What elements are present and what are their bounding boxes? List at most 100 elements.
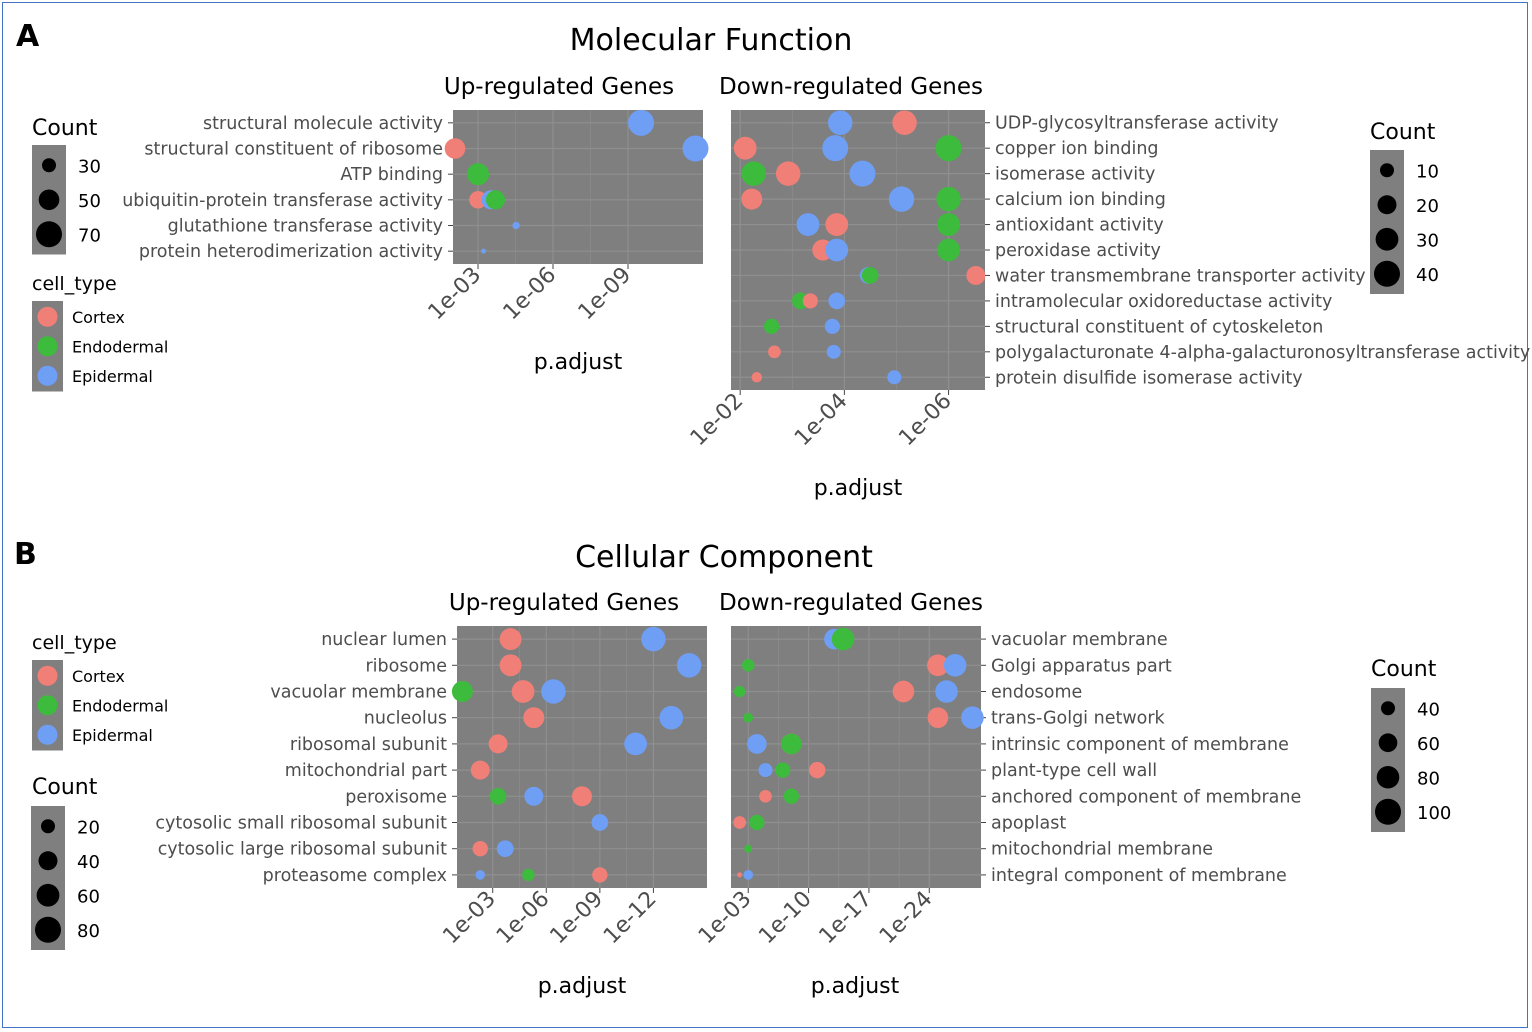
p0-c1-term-label-water-transmembrane-transporter-activity: water transmembrane transporter activity: [995, 266, 1366, 286]
panel-b-title: Cellular Component: [575, 540, 873, 575]
p0-c0-point-ubiquitin-protein-transferase-activity-cortex: [469, 191, 487, 209]
panel-b-down-xlabel: p.adjust: [811, 974, 900, 999]
p0-c1-point-copper-ion-binding-epidermal: [822, 135, 849, 162]
p1-c1-point-trans-golgi-network-cortex: [927, 707, 949, 729]
p0-c1-point-structural-constituent-of-cytoskeleton-endodermal: [763, 318, 780, 334]
panel-b-count-legend-title: Count: [32, 775, 98, 800]
plot-layer: structural molecule activity structural c…: [31, 109, 1530, 950]
p0-c1-term-label-isomerase-activity: isomerase activity: [995, 165, 1155, 185]
p0-c0-plot-area: [453, 110, 703, 264]
p1-c1-point-plant-type-cell-wall-epidermal: [758, 763, 773, 778]
p1-c0-term-label-nuclear-lumen: nuclear lumen: [321, 630, 447, 650]
p1-c1-term-label-golgi-apparatus-part: Golgi apparatus part: [991, 656, 1172, 676]
p1-c0-point-nuclear-lumen-epidermal: [641, 626, 666, 652]
p1-c0-point-ribosome-cortex: [499, 654, 522, 677]
p1-c0-term-label-ribosome: ribosome: [365, 656, 447, 676]
panel-a-letter: A: [16, 19, 40, 54]
p0-c1-xtick-label: 1e-04: [790, 389, 853, 452]
p1-c1-term-label-mitochondrial-membrane: mitochondrial membrane: [991, 840, 1213, 860]
p0-c0-term-label-ubiquitin-protein-transferase-activity: ubiquitin-protein transferase activity: [122, 191, 443, 211]
p1-count_left-legend-label-40: 40: [77, 852, 100, 873]
panel-a-down-xlabel: p.adjust: [814, 476, 903, 501]
p1-count_right-legend-label-80: 80: [1417, 768, 1440, 789]
p0-count_right-legend-dot-10: [1380, 163, 1394, 178]
p0-c1-term-label-intramolecular-oxidoreductase-activity: intramolecular oxidoreductase activity: [995, 292, 1332, 312]
p1-c0-point-nucleolus-cortex: [523, 707, 545, 729]
p1-count_left-legend-dot-60: [36, 883, 60, 907]
p1-c0-point-vacuolar-membrane-cortex: [511, 680, 535, 703]
p1-celltype-legend-dot-cortex: [37, 665, 58, 686]
p1-count_right-legend-label-40: 40: [1417, 699, 1440, 720]
panel-a-title: Molecular Function: [570, 23, 853, 58]
p0-c1-point-polygalacturonate-4-alpha-galacturonosyltransferase-activity-cortex: [768, 345, 781, 359]
p1-c1-point-endosome-cortex: [892, 680, 915, 703]
panel-b-letter: B: [14, 537, 37, 572]
p0-count_right-legend-dot-40: [1374, 260, 1400, 287]
p0-c1-point-calcium-ion-binding-cortex: [741, 188, 763, 210]
p0-c1-term-label-calcium-ion-binding: calcium ion binding: [995, 190, 1166, 210]
p0-c1-point-intramolecular-oxidoreductase-activity-epidermal: [828, 292, 846, 310]
p1-c0-point-nuclear-lumen-cortex: [499, 628, 522, 651]
p1-count_left-legend-label-60: 60: [77, 886, 100, 907]
p1-c0-xtick-label: 1e-09: [546, 887, 609, 950]
p0-count_right-legend-label-30: 30: [1416, 230, 1439, 251]
p1-c1-point-trans-golgi-network-endodermal: [743, 712, 754, 723]
p0-count_right-legend-label-40: 40: [1416, 265, 1439, 286]
p1-c0-xtick-label: 1e-12: [599, 887, 662, 950]
p1-c0-point-cytosolic-large-ribosomal-subunit-epidermal: [496, 840, 514, 858]
p0-c1-point-calcium-ion-binding-epidermal: [888, 186, 915, 212]
p1-c1-term-label-vacuolar-membrane: vacuolar membrane: [991, 630, 1168, 650]
p0-c1-term-label-udp-glycosyltransferase-activity: UDP-glycosyltransferase activity: [995, 114, 1279, 134]
p1-c0-point-proteasome-complex-cortex: [592, 867, 608, 883]
p0-c0-term-label-atp-binding: ATP binding: [340, 165, 443, 185]
panel-a-up-xlabel: p.adjust: [534, 350, 623, 375]
p1-c1-point-apoplast-cortex: [733, 816, 746, 829]
p1-c1-point-golgi-apparatus-part-cortex: [927, 654, 949, 677]
p0-c0-xtick-label: 1e-06: [499, 263, 562, 326]
p1-c1-term-label-intrinsic-component-of-membrane: intrinsic component of membrane: [991, 735, 1289, 755]
p0-c1-term-label-polygalacturonate-4-alpha-galacturonosyltransferase-activity: polygalacturonate 4-alpha-galacturonosyl…: [995, 343, 1530, 363]
panel-b-up-title: Up-regulated Genes: [449, 590, 679, 616]
p0-celltype-legend-dot-endodermal: [37, 336, 58, 357]
p0-c0-point-structural-constituent-of-ribosome-cortex: [444, 138, 466, 159]
p1-c1-xtick-label: 1e-10: [754, 887, 817, 950]
p1-c0-point-proteasome-complex-endodermal: [522, 868, 535, 882]
p0-c0-term-label-structural-molecule-activity: structural molecule activity: [203, 114, 443, 134]
p1-c1-point-endosome-epidermal: [935, 680, 958, 703]
p0-c0-term-label-glutathione-transferase-activity: glutathione transferase activity: [168, 217, 443, 237]
p0-c1-term-label-peroxidase-activity: peroxidase activity: [995, 241, 1161, 261]
panel-a-count-right-legend-title: Count: [1370, 120, 1436, 145]
p1-count_left-legend-label-80: 80: [77, 921, 100, 942]
p0-c1-point-antioxidant-activity-cortex: [825, 213, 849, 236]
p0-c1-point-peroxidase-activity-epidermal: [825, 238, 849, 262]
p1-c1-term-label-anchored-component-of-membrane: anchored component of membrane: [991, 787, 1301, 807]
p0-c1-point-peroxidase-activity-endodermal: [937, 238, 960, 262]
p1-c0-point-mitochondrial-part-cortex: [470, 760, 490, 780]
panel-b-count-right-legend-title: Count: [1371, 657, 1437, 682]
p0-c0-term-label-structural-constituent-of-ribosome: structural constituent of ribosome: [144, 140, 443, 160]
panel-a-up-title: Up-regulated Genes: [444, 74, 674, 100]
p1-c1-point-integral-component-of-membrane-cortex: [737, 872, 743, 878]
p1-c1-term-label-endosome: endosome: [991, 683, 1082, 703]
p0-c1-point-isomerase-activity-cortex: [775, 161, 801, 186]
p1-c1-point-anchored-component-of-membrane-endodermal: [783, 788, 799, 804]
p1-c0-point-vacuolar-membrane-epidermal: [541, 679, 566, 704]
p0-c1-term-label-antioxidant-activity: antioxidant activity: [995, 216, 1164, 236]
p0-c0-xtick-label: 1e-03: [424, 263, 487, 326]
p1-c1-term-label-integral-component-of-membrane: integral component of membrane: [991, 866, 1287, 886]
p0-c1-point-structural-constituent-of-cytoskeleton-epidermal: [824, 318, 840, 334]
p0-c1-point-antioxidant-activity-endodermal: [937, 213, 960, 236]
p1-c1-point-vacuolar-membrane-endodermal: [831, 627, 855, 651]
p0-c0-point-atp-binding-endodermal: [466, 163, 490, 186]
p1-c0-term-label-cytosolic-small-ribosomal-subunit: cytosolic small ribosomal subunit: [155, 814, 447, 834]
p0-celltype-legend-label-epidermal: Epidermal: [72, 367, 153, 386]
p1-c1-point-intrinsic-component-of-membrane-endodermal: [781, 733, 802, 755]
p1-c1-point-integral-component-of-membrane-epidermal: [743, 870, 754, 880]
p0-count_left-legend-dot-30: [42, 158, 56, 173]
p1-c0-point-ribosome-epidermal: [676, 653, 702, 678]
p1-celltype-legend-label-epidermal: Epidermal: [72, 726, 153, 745]
p1-count_left-legend-dot-40: [38, 851, 58, 871]
panel-b-celltype-legend-title: cell_type: [32, 632, 117, 654]
panel-b-up-xlabel: p.adjust: [538, 974, 627, 999]
